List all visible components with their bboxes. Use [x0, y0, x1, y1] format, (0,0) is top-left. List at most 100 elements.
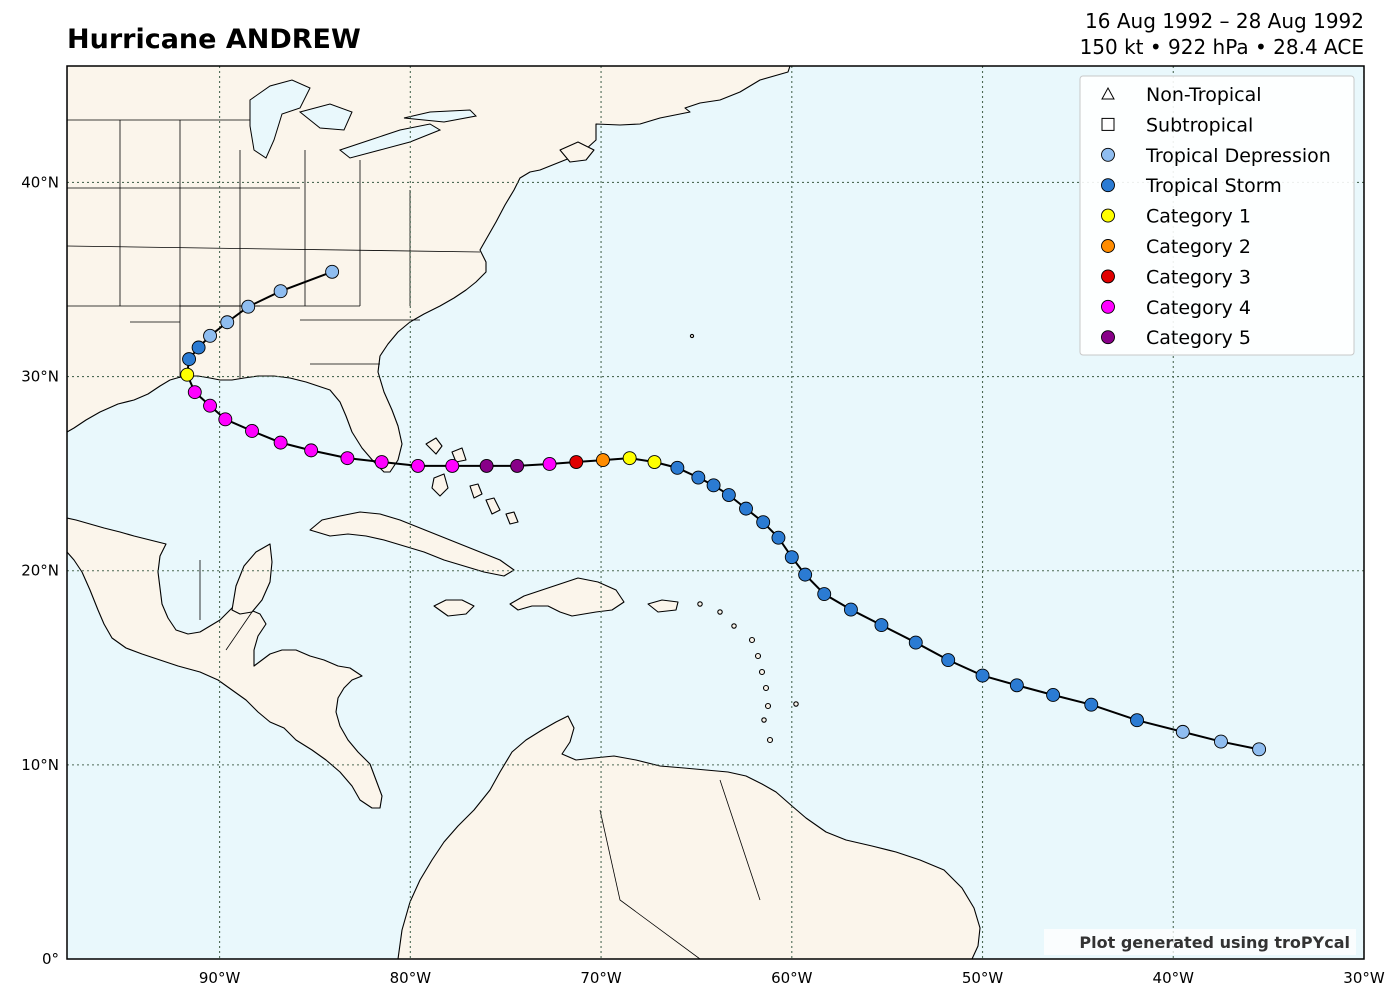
- track-point: [1046, 688, 1061, 702]
- track-point: [340, 451, 355, 466]
- legend-label: Tropical Depression: [1145, 145, 1331, 167]
- x-tick-label: 30°W: [1343, 969, 1385, 987]
- track-point: [1252, 742, 1267, 757]
- track-point: [798, 567, 813, 582]
- track-point: [596, 453, 610, 468]
- track-point: [756, 515, 771, 530]
- track-point: [941, 653, 956, 667]
- track-point: [479, 458, 494, 473]
- track-point: [1084, 697, 1099, 712]
- y-tick-label: 40°N: [21, 173, 59, 191]
- legend-label: Category 2: [1146, 236, 1251, 258]
- track-point: [670, 460, 685, 475]
- legend-label: Non-Tropical: [1146, 84, 1262, 106]
- track-point: [445, 458, 460, 473]
- track-point: [325, 264, 340, 279]
- land-central-america: [67, 517, 383, 809]
- legend-box: [1079, 75, 1355, 356]
- legend-marker-circle: [1101, 208, 1115, 223]
- land-lesser-antilles: [689, 333, 799, 744]
- legend-label: Category 4: [1146, 297, 1251, 319]
- legend-marker-square: [1101, 117, 1115, 131]
- map-frame: [66, 65, 1365, 960]
- track-point: [817, 587, 832, 601]
- track-point: [1009, 678, 1024, 693]
- legend-label: Subtropical: [1146, 114, 1253, 136]
- political-borders: [67, 119, 761, 959]
- track-point: [843, 602, 858, 617]
- x-tick-label: 70°W: [580, 969, 622, 987]
- track-point: [218, 412, 233, 427]
- x-tick-label: 80°W: [390, 969, 432, 987]
- track-points: [180, 264, 1267, 757]
- storm-stats: 150 kt • 922 hPa • 28.4 ACE: [1079, 35, 1364, 59]
- land-south-america: [397, 715, 981, 959]
- track-point: [273, 284, 288, 299]
- land-north-america: [67, 66, 791, 473]
- track-point: [739, 501, 753, 516]
- track-point: [908, 635, 923, 650]
- credit-text: Plot generated using troPYcal: [1079, 933, 1350, 952]
- track-point: [245, 424, 259, 438]
- track-point: [771, 530, 786, 545]
- legend-marker-circle: [1101, 269, 1115, 284]
- legend-marker-triangle: [1101, 86, 1115, 100]
- credit-background: [1044, 929, 1356, 955]
- x-tick-label: 50°W: [962, 969, 1004, 987]
- land-jamaica: [433, 599, 475, 617]
- axis-tick-labels: 90°W 80°W 70°W 60°W 50°W 40°W 30°W 0° 10°N 20°N 30…: [21, 173, 1385, 987]
- track-point: [203, 398, 218, 413]
- track-point: [691, 470, 706, 485]
- track-point: [784, 550, 799, 565]
- land-nova-scotia: [559, 141, 595, 163]
- x-tick-label: 90°W: [199, 969, 241, 987]
- y-tick-label: 0°: [42, 950, 59, 968]
- y-tick-label: 30°N: [21, 368, 59, 386]
- track-point: [203, 328, 218, 343]
- track-point: [542, 457, 557, 471]
- track-point: [191, 340, 206, 355]
- track-point: [569, 455, 584, 469]
- land-bahamas: [425, 437, 519, 525]
- track-point: [647, 455, 662, 469]
- track-point: [706, 478, 721, 493]
- x-tick-label: 60°W: [771, 969, 813, 987]
- land-yucatan: [231, 543, 273, 615]
- track-point: [622, 451, 637, 466]
- legend-marker-circle: [1101, 330, 1115, 345]
- track-point: [273, 435, 288, 450]
- legend-label: Category 3: [1146, 266, 1251, 288]
- land-cuba: [309, 511, 515, 577]
- great-lakes: [249, 79, 478, 159]
- track-point: [411, 458, 425, 473]
- legend-label: Tropical Storm: [1145, 175, 1282, 197]
- track-point: [975, 668, 990, 683]
- track-point: [1130, 713, 1144, 728]
- y-tick-label: 20°N: [21, 562, 59, 580]
- y-tick-label: 10°N: [21, 756, 59, 774]
- track-point: [187, 385, 202, 400]
- track-point: [1175, 724, 1190, 739]
- legend-marker-circle: [1101, 178, 1115, 193]
- legend-marker-circle: [1101, 147, 1115, 162]
- land-puerto-rico: [647, 599, 679, 613]
- land-hispaniola: [509, 577, 625, 617]
- track-point: [374, 455, 389, 469]
- track-point: [180, 367, 195, 382]
- track-point: [874, 618, 889, 633]
- legend-label: Category 1: [1146, 206, 1251, 228]
- track-point: [241, 299, 256, 314]
- track-point: [1213, 734, 1228, 749]
- track-point: [721, 488, 736, 502]
- track-point: [304, 443, 319, 458]
- track-point: [182, 352, 197, 367]
- legend: Non-Tropical Subtropical Tropical Depressi…: [1079, 75, 1355, 356]
- track-point: [220, 315, 235, 330]
- legend-label: Category 5: [1146, 327, 1251, 349]
- date-range: 16 Aug 1992 – 28 Aug 1992: [1085, 9, 1364, 33]
- map-title: Hurricane ANDREW: [67, 24, 361, 55]
- legend-marker-circle: [1101, 239, 1115, 253]
- track-point: [510, 458, 525, 473]
- x-tick-label: 40°W: [1153, 969, 1195, 987]
